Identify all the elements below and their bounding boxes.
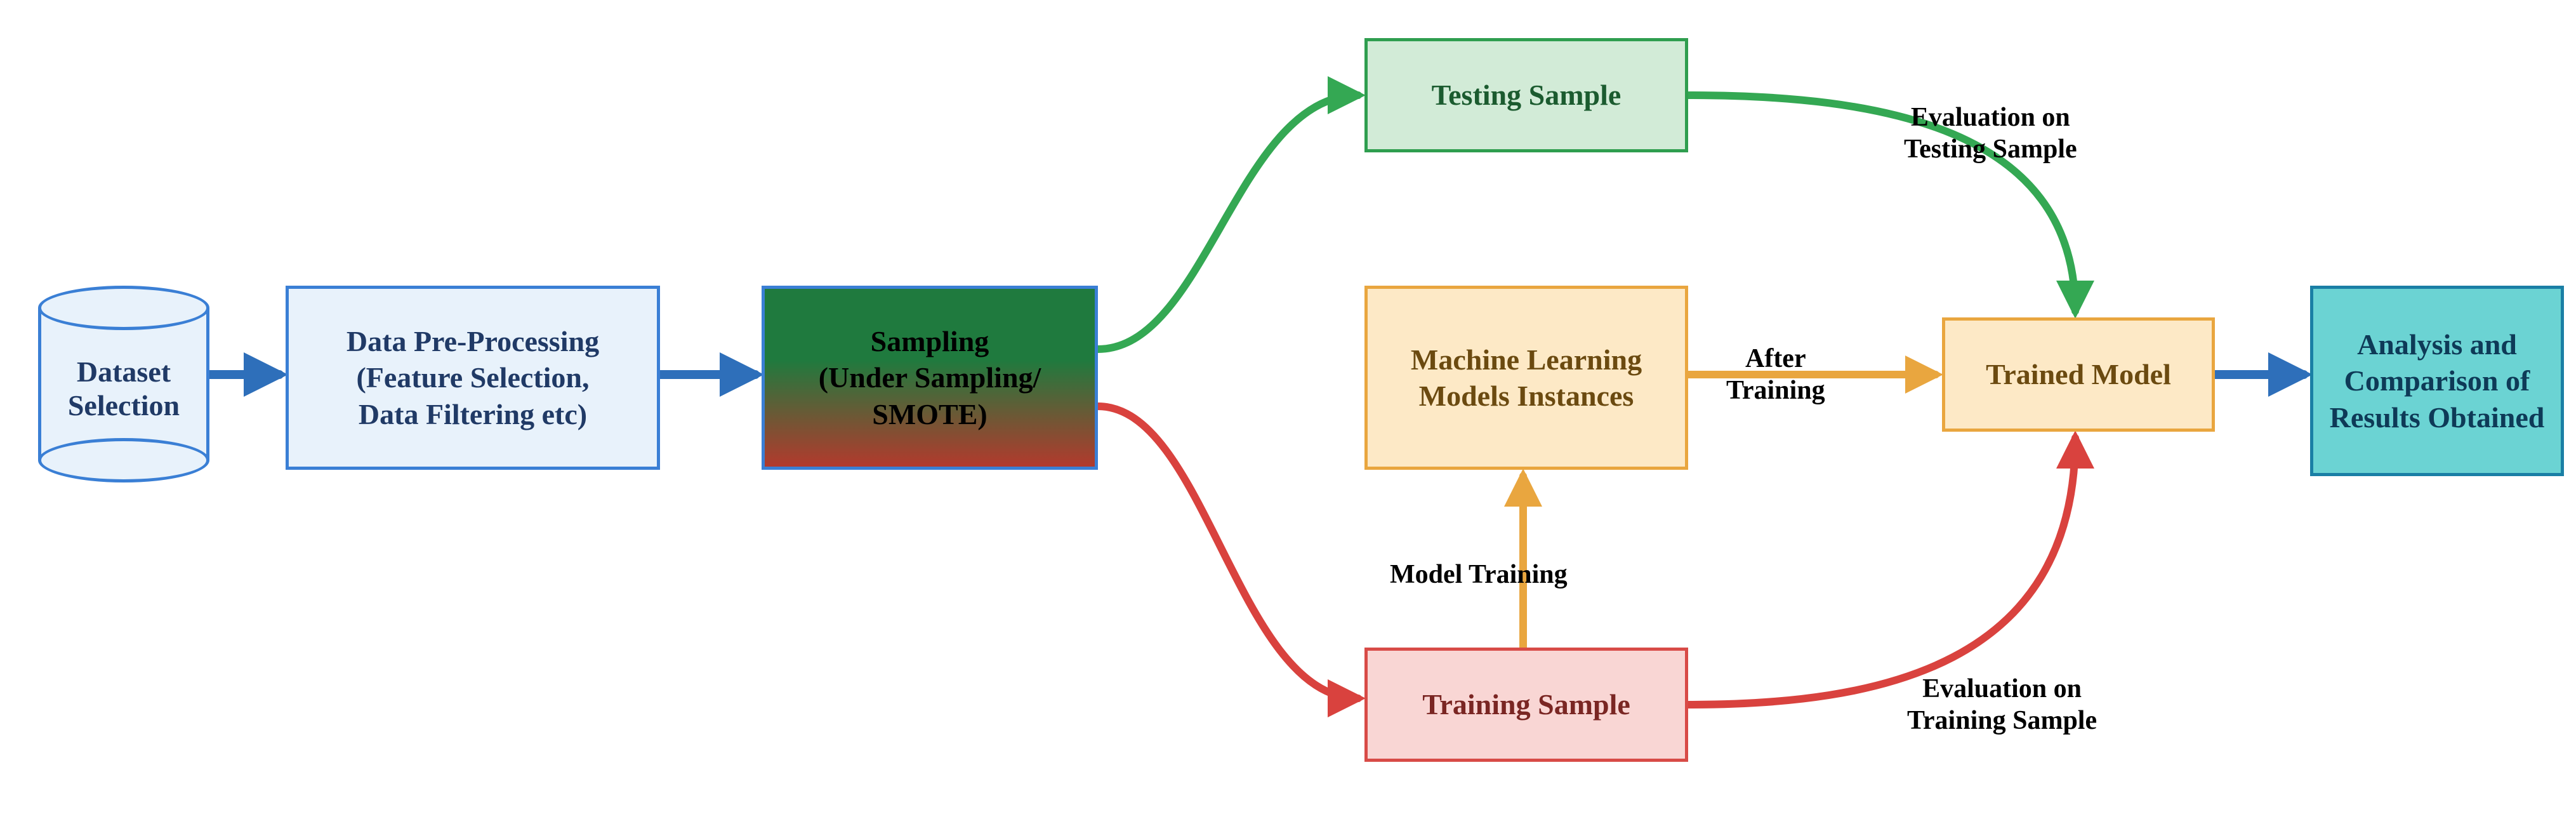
edge-e3_green — [1098, 95, 1358, 349]
eval-training-line1: Evaluation on — [1907, 673, 2097, 705]
trained-line1: Trained Model — [1986, 356, 2171, 393]
sampling-line3: SMOTE) — [819, 396, 1041, 433]
eval-testing-line2: Testing Sample — [1904, 133, 2077, 165]
ml-line2: Models Instances — [1411, 378, 1642, 415]
preprocess-line2: (Feature Selection, — [347, 359, 599, 396]
sampling-line2: (Under Sampling/ — [819, 359, 1041, 396]
preprocess-line3: Data Filtering etc) — [347, 396, 599, 433]
preprocess-line1: Data Pre-Processing — [347, 323, 599, 360]
node-ml-models: Machine Learning Models Instances — [1364, 286, 1688, 470]
after-training-line1: After — [1726, 343, 1825, 375]
node-trained-model: Trained Model — [1942, 317, 2215, 432]
after-training-line2: Training — [1726, 375, 1825, 406]
analysis-line3: Results Obtained — [2330, 399, 2545, 436]
testing-line1: Testing Sample — [1432, 77, 1622, 114]
node-training-sample: Training Sample — [1364, 648, 1688, 762]
edge-label-eval-testing: Evaluation on Testing Sample — [1904, 102, 2077, 166]
ml-line1: Machine Learning — [1411, 342, 1642, 378]
node-testing-sample: Testing Sample — [1364, 38, 1688, 152]
edge-e8_red_eval — [1688, 438, 2075, 705]
analysis-line2: Comparison of — [2330, 362, 2545, 399]
node-data-preprocessing: Data Pre-Processing (Feature Selection, … — [286, 286, 660, 470]
edge-label-after-training: After Training — [1726, 343, 1825, 407]
eval-testing-line1: Evaluation on — [1904, 102, 2077, 133]
dataset-label-line1: Dataset — [68, 355, 180, 389]
edge-e4_red — [1098, 406, 1358, 698]
edge-label-model-training: Model Training — [1390, 559, 1568, 590]
dataset-label-line2: Selection — [68, 389, 180, 422]
analysis-line1: Analysis and — [2330, 326, 2545, 363]
eval-training-line2: Training Sample — [1907, 705, 2097, 736]
node-dataset-selection: Dataset Selection — [38, 286, 209, 482]
edge-label-eval-training: Evaluation on Training Sample — [1907, 673, 2097, 737]
node-sampling: Sampling (Under Sampling/ SMOTE) — [762, 286, 1098, 470]
model-training-line1: Model Training — [1390, 559, 1568, 590]
node-analysis: Analysis and Comparison of Results Obtai… — [2310, 286, 2564, 476]
sampling-line1: Sampling — [819, 323, 1041, 360]
training-line1: Training Sample — [1422, 686, 1630, 723]
